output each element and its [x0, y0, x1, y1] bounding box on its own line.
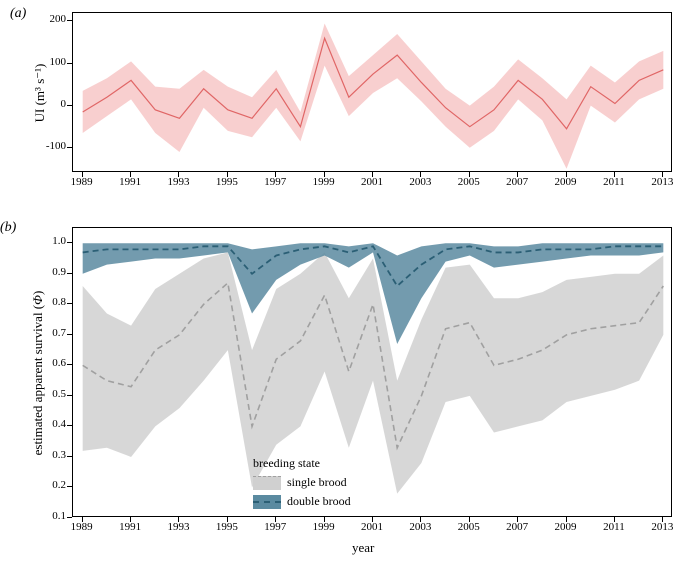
panel-b: breeding state single brood double brood	[72, 227, 672, 517]
x-tick-mark	[82, 172, 83, 177]
y-tick-mark	[67, 273, 72, 274]
legend-title: breeding state	[253, 456, 351, 471]
y-tick-label: 1.0	[26, 235, 66, 247]
panel-b-xlabel: year	[352, 540, 374, 556]
x-tick-label: 2001	[361, 521, 383, 533]
y-tick-label: 0.7	[26, 327, 66, 339]
y-tick-label: 0.8	[26, 296, 66, 308]
x-tick-label: 1993	[167, 521, 189, 533]
x-tick-mark	[372, 517, 373, 522]
x-tick-mark	[372, 172, 373, 177]
x-tick-label: 1989	[71, 521, 93, 533]
y-tick-label: 0.4	[26, 418, 66, 430]
y-tick-label: 0.5	[26, 388, 66, 400]
y-tick-label: -100	[26, 140, 66, 152]
x-tick-mark	[469, 517, 470, 522]
y-tick-label: 0.2	[26, 479, 66, 491]
x-tick-label: 2009	[555, 521, 577, 533]
y-tick-label: 0.9	[26, 266, 66, 278]
x-tick-mark	[275, 172, 276, 177]
y-tick-mark	[67, 425, 72, 426]
x-tick-label: 1991	[119, 176, 141, 188]
panel-b-label: (b)	[0, 220, 16, 236]
y-tick-mark	[67, 147, 72, 148]
panel-b-ylabel-text: estimated apparent survival (Φ)	[30, 291, 45, 456]
y-tick-mark	[67, 395, 72, 396]
x-tick-label: 1991	[119, 521, 141, 533]
x-tick-label: 1999	[313, 176, 335, 188]
x-tick-mark	[517, 517, 518, 522]
legend-line-double	[253, 495, 281, 509]
y-tick-mark	[67, 334, 72, 335]
x-tick-label: 1997	[264, 176, 286, 188]
x-tick-mark	[324, 172, 325, 177]
x-tick-mark	[614, 172, 615, 177]
y-tick-mark	[67, 517, 72, 518]
x-tick-label: 2013	[651, 176, 673, 188]
panel-b-svg	[73, 228, 673, 518]
y-tick-mark	[67, 63, 72, 64]
x-tick-label: 2013	[651, 521, 673, 533]
x-tick-mark	[566, 172, 567, 177]
x-tick-label: 2009	[555, 176, 577, 188]
y-tick-mark	[67, 242, 72, 243]
x-tick-mark	[469, 172, 470, 177]
legend-item-single: single brood	[253, 475, 351, 490]
panel-a-svg	[73, 13, 673, 173]
y-tick-label: 0.3	[26, 449, 66, 461]
y-tick-label: 0.1	[26, 510, 66, 522]
x-tick-mark	[614, 517, 615, 522]
y-tick-label: 100	[26, 56, 66, 68]
x-tick-mark	[324, 517, 325, 522]
x-tick-label: 2001	[361, 176, 383, 188]
y-tick-mark	[67, 486, 72, 487]
x-tick-mark	[130, 517, 131, 522]
x-tick-label: 1995	[216, 176, 238, 188]
panel-a-ylabel: UI (m³ s⁻¹)	[32, 33, 48, 153]
x-tick-mark	[517, 172, 518, 177]
x-tick-label: 2007	[506, 521, 528, 533]
x-tick-label: 2003	[409, 521, 431, 533]
x-tick-mark	[82, 517, 83, 522]
y-tick-mark	[67, 456, 72, 457]
y-tick-label: 0	[26, 98, 66, 110]
x-tick-label: 2007	[506, 176, 528, 188]
x-tick-label: 2003	[409, 176, 431, 188]
x-tick-mark	[420, 172, 421, 177]
x-tick-label: 2011	[603, 521, 625, 533]
x-tick-label: 2005	[458, 521, 480, 533]
x-tick-mark	[130, 172, 131, 177]
x-tick-mark	[178, 172, 179, 177]
y-tick-label: 200	[26, 13, 66, 25]
x-tick-mark	[178, 517, 179, 522]
y-tick-mark	[67, 364, 72, 365]
y-tick-mark	[67, 20, 72, 21]
legend-swatch-single	[253, 476, 281, 490]
panel-a	[72, 12, 672, 172]
x-tick-label: 2005	[458, 176, 480, 188]
x-tick-label: 1989	[71, 176, 93, 188]
y-tick-mark	[67, 303, 72, 304]
panel-a-label: (a)	[10, 6, 26, 22]
legend: breeding state single brood double brood	[253, 456, 351, 513]
x-tick-label: 2011	[603, 176, 625, 188]
x-tick-label: 1997	[264, 521, 286, 533]
x-tick-mark	[420, 517, 421, 522]
legend-label-single: single brood	[287, 475, 347, 490]
legend-label-double: double brood	[287, 494, 351, 509]
y-tick-mark	[67, 105, 72, 106]
x-tick-label: 1993	[167, 176, 189, 188]
x-tick-mark	[566, 517, 567, 522]
x-tick-mark	[227, 517, 228, 522]
x-tick-mark	[275, 517, 276, 522]
x-tick-label: 1995	[216, 521, 238, 533]
x-tick-mark	[227, 172, 228, 177]
x-tick-mark	[662, 517, 663, 522]
legend-item-double: double brood	[253, 494, 351, 509]
x-tick-label: 1999	[313, 521, 335, 533]
x-tick-mark	[662, 172, 663, 177]
y-tick-label: 0.6	[26, 357, 66, 369]
